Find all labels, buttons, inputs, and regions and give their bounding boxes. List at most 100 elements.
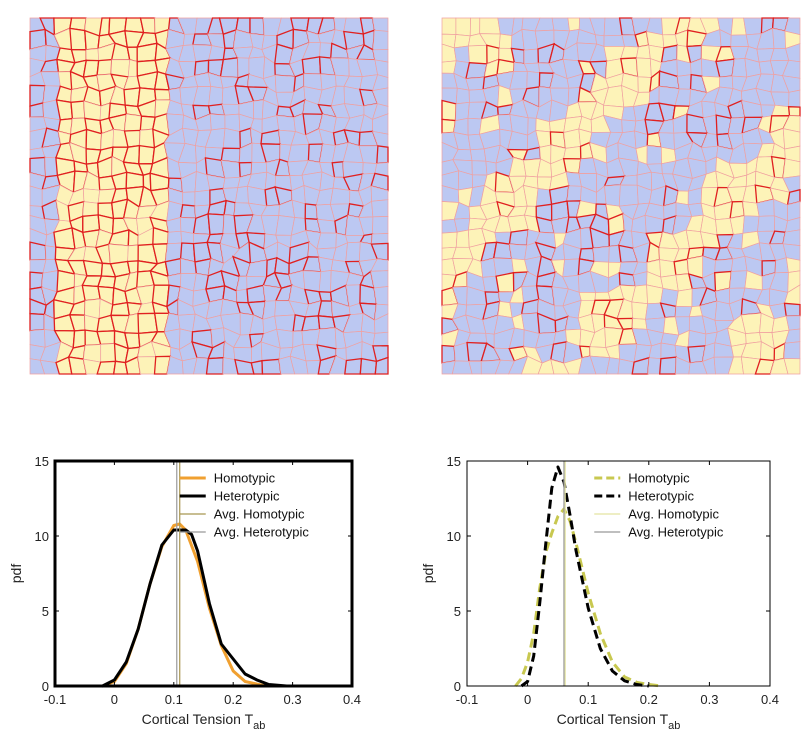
series-homotypic-right: [514, 507, 662, 688]
x-axis-label-right: Cortical Tension Tab: [557, 711, 681, 732]
legend-label-avg-homotypic-left: Avg. Homotypic: [214, 507, 305, 522]
tissue-cell-blue: [236, 288, 249, 303]
tissue-cell-blue: [562, 258, 580, 278]
x-axis-label-main-left: Cortical Tension T: [142, 711, 254, 727]
tissue-cell-blue: [523, 48, 539, 65]
legend-label-homotypic-left: Homotypic: [214, 471, 276, 486]
plot-frame-right: [466, 460, 771, 687]
tissue-cell-yellow: [787, 106, 801, 117]
tissue-cell-blue: [301, 56, 322, 75]
x-tick-label-left: 0.4: [343, 692, 361, 707]
tissue-cell-blue: [772, 27, 786, 49]
y-tick-label-left: 15: [35, 454, 49, 469]
tissue-cell-blue: [526, 70, 541, 90]
tissue-cell-blue: [344, 357, 363, 375]
tissue-cell-blue: [209, 113, 226, 131]
tissue-cell-yellow: [495, 271, 515, 293]
y-axis-label-left: pdf: [8, 564, 24, 584]
tissue-cell-yellow: [675, 288, 693, 308]
tissue-cell-blue: [180, 230, 194, 244]
tissue-cell-blue: [455, 101, 470, 122]
tissue-cell-yellow: [96, 58, 113, 76]
tissue-cell-yellow: [137, 356, 157, 375]
tissue-cell-yellow: [85, 128, 103, 151]
y-tick-label-left: 0: [42, 679, 49, 694]
tissue-cell-yellow: [783, 358, 801, 375]
tissue-cell-blue: [730, 255, 748, 272]
x-axis-label-sub-left: ab: [253, 720, 265, 732]
tissue-cell-blue: [29, 329, 46, 348]
tissue-cell-blue: [29, 312, 46, 332]
tissue-cell-blue: [372, 17, 389, 32]
tissue-cell-yellow: [110, 301, 131, 317]
tissue-cell-yellow: [139, 17, 156, 35]
tissue-cell-yellow: [123, 129, 141, 148]
tissue-cell-blue: [194, 189, 211, 207]
tissue-cell-yellow: [125, 171, 145, 190]
tissue-cell-blue: [465, 62, 488, 80]
y-tick-label-right: 10: [447, 529, 461, 544]
tissue-cell-blue: [677, 74, 692, 90]
tissue-cell-yellow: [632, 318, 648, 330]
chart-marks-right: [514, 461, 662, 688]
tissue-cell-blue: [45, 245, 57, 261]
tissue-cell-yellow: [136, 42, 158, 63]
tissue-cell-yellow: [81, 284, 101, 302]
tissue-cell-yellow: [69, 27, 87, 51]
tissue-cell-yellow: [782, 158, 801, 179]
tissue-cell-blue: [647, 357, 662, 375]
tissue-cell-blue: [566, 185, 582, 202]
tissue-cell-blue: [221, 103, 240, 116]
tissue-cell-blue: [371, 233, 389, 245]
tissue-cell-yellow: [108, 243, 129, 265]
x-tick-label-right: 0.2: [640, 692, 658, 707]
tissue-cell-blue: [219, 57, 239, 79]
tissue-cell-yellow: [563, 128, 581, 149]
series-heterotypic-left: [101, 528, 289, 688]
tissue-cell-yellow: [675, 190, 689, 206]
tissue-cell-yellow: [100, 343, 116, 363]
tissue-cell-blue: [371, 199, 389, 218]
tissue-cell-yellow: [96, 330, 116, 346]
legend-label-avg-heterotypic-right: Avg. Heterotypic: [628, 525, 724, 540]
y-tick-label-right: 0: [454, 679, 461, 694]
tissue-cell-blue: [287, 144, 310, 163]
tissue-cell-blue: [497, 17, 515, 36]
tissue-cell-yellow: [635, 44, 651, 59]
tissue-cell-blue: [274, 74, 296, 93]
tissue-cell-yellow: [70, 100, 86, 120]
tissue-cell-blue: [222, 127, 241, 149]
x-tick-label-left: 0: [111, 692, 118, 707]
tissue-cell-blue: [29, 102, 45, 118]
tissue-cell-blue: [618, 184, 639, 207]
plot-frame-left: [53, 459, 354, 688]
tissue-cell-blue: [715, 58, 736, 78]
x-tick-label-right: 0: [524, 692, 531, 707]
tissue-cell-blue: [372, 216, 389, 235]
tissue-cell-yellow: [469, 17, 481, 37]
y-tick-label-left: 5: [42, 604, 49, 619]
tissue-cell-blue: [29, 241, 47, 261]
tissue-cell-yellow: [782, 128, 801, 150]
tissue-cell-yellow: [138, 144, 156, 165]
tissue-cell-blue: [592, 246, 610, 263]
mixed-tissue-panel: [441, 17, 801, 375]
tissue-cell-yellow: [631, 301, 648, 320]
tissue-cell-blue: [465, 76, 485, 91]
x-tick-label-right: 0.3: [700, 692, 718, 707]
tissue-cell-blue: [466, 332, 488, 344]
legend-label-avg-homotypic-right: Avg. Homotypic: [628, 507, 719, 522]
tissue-cell-blue: [729, 270, 748, 289]
tissue-cell-yellow: [127, 244, 139, 262]
tissue-cell-blue: [453, 45, 470, 64]
tissue-cell-yellow: [127, 59, 138, 78]
tissue-cell-blue: [249, 17, 265, 36]
tissue-cell-yellow: [785, 257, 801, 273]
tissue-cell-blue: [603, 34, 625, 47]
x-axis-label-main-right: Cortical Tension T: [557, 711, 669, 727]
x-tick-label-left: 0.2: [224, 692, 242, 707]
tissue-cell-blue: [29, 185, 43, 207]
tissue-cell-blue: [730, 34, 749, 47]
